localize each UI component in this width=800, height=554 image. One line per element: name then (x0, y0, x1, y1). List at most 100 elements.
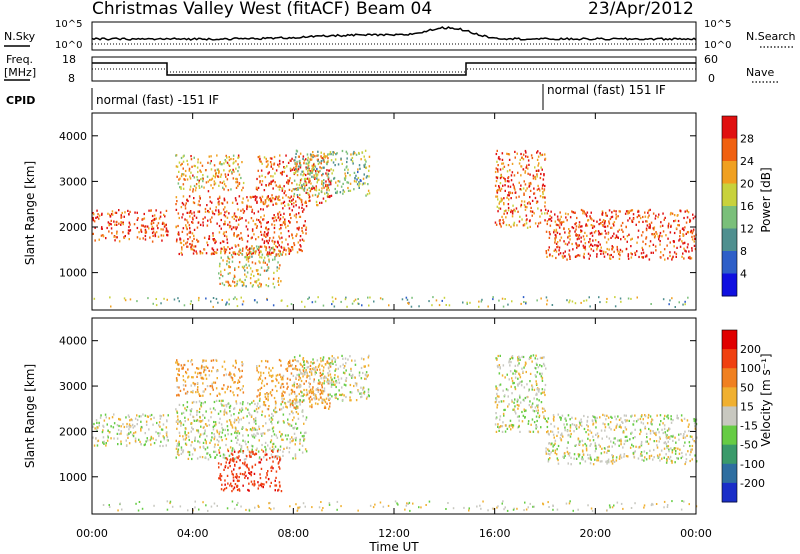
colorbar-tick-label: -15 (740, 420, 758, 433)
velocity-near-range-echoes (102, 500, 698, 512)
nsearch-label: N.Search (746, 30, 796, 43)
x-tick-label: 00:00 (76, 527, 108, 540)
colorbar-swatch (722, 330, 737, 350)
cpid-right-text: normal (fast) 151 IF (547, 83, 666, 97)
colorbar-swatch (722, 138, 737, 162)
colorbar-swatch (722, 228, 737, 252)
x-axis-label: Time UT (368, 540, 419, 554)
velocity-ylabel: Slant Range [km] (23, 364, 37, 468)
x-tick-label: 00:00 (680, 527, 712, 540)
nsky-label: N.Sky (4, 30, 36, 43)
colorbar-tick-label: -50 (740, 439, 758, 452)
colorbar-swatch (722, 273, 737, 297)
colorbar-swatch (722, 406, 737, 427)
velocity-region (92, 413, 169, 448)
y-tick-label: 3000 (59, 175, 87, 188)
freq-strip: Freq. [MHz] 18 8 60 0 Nave (4, 53, 780, 85)
x-tick-label: 20:00 (579, 527, 611, 540)
colorbar-swatch (722, 482, 737, 503)
velocity-region (217, 449, 283, 493)
power-panel-frame (91, 112, 697, 311)
velocity-y-ticks: 1000 2000 3000 4000 (59, 335, 696, 484)
colorbar-tick-label: 28 (740, 133, 754, 146)
velocity-colorbar: 200 100 50 15 -15 -50 -100 -200 (721, 329, 765, 503)
colorbar-tick-label: 8 (740, 245, 747, 258)
velocity-region (293, 354, 370, 402)
cpid-strip: CPID normal (fast) -151 IF normal (fast)… (6, 83, 666, 110)
colorbar-swatch (722, 368, 737, 388)
y-tick-label: 1000 (59, 267, 87, 280)
x-tick-label: 12:00 (378, 527, 410, 540)
colorbar-tick-label: -100 (740, 458, 765, 471)
power-ylabel: Slant Range [km] (23, 161, 37, 265)
y-tick-label: 4000 (59, 335, 87, 348)
power-region (92, 209, 169, 243)
power-data (92, 149, 697, 308)
velocity-region (494, 354, 547, 434)
nsky-strip: N.Sky 10^5 10^0 10^5 10^0 N.Search (4, 19, 796, 51)
colorbar-swatch (722, 251, 737, 274)
velocity-data (92, 354, 698, 512)
nsky-trace (91, 26, 697, 41)
velocity-region (545, 413, 698, 466)
y-tick-label: 4000 (59, 130, 87, 143)
power-y-ticks: 1000 2000 3000 4000 (59, 130, 696, 280)
x-tick-label: 04:00 (177, 527, 209, 540)
freq-trace (92, 62, 696, 76)
date-label: 23/Apr/2012 (588, 0, 694, 19)
colorbar-tick-label: 12 (740, 223, 754, 236)
nave-tick-top: 60 (704, 53, 718, 66)
x-axis: 00:00 04:00 08:00 12:00 16:00 20:00 00:00 (76, 113, 712, 540)
colorbar-tick-label: 50 (740, 381, 754, 394)
y-tick-label: 3000 (59, 380, 87, 393)
velocity-region (175, 399, 308, 461)
velocity-region (256, 358, 332, 411)
y-tick-label: 2000 (59, 221, 87, 234)
nave-label: Nave (746, 66, 774, 79)
nsearch-tick-bottom: 10^0 (704, 40, 731, 51)
power-region (175, 195, 308, 257)
colorbar-swatch (722, 444, 737, 465)
cpid-label: CPID (6, 94, 35, 107)
freq-tick-bottom: 8 (68, 72, 75, 85)
colorbar-swatch (722, 425, 737, 446)
colorbar-tick-label: 100 (740, 362, 761, 375)
colorbar-swatch (722, 463, 737, 484)
colorbar-swatch (722, 349, 737, 369)
freq-label: Freq. (6, 53, 33, 66)
x-tick-label: 16:00 (479, 527, 511, 540)
colorbar-tick-label: 16 (740, 200, 754, 213)
x-tick-label: 08:00 (277, 527, 309, 540)
colorbar-tick-label: 15 (740, 400, 754, 413)
nsky-tick-bottom: 10^0 (55, 40, 82, 51)
colorbar-tick-label: 200 (740, 343, 761, 356)
nsky-tick-top: 10^5 (55, 19, 82, 30)
power-region (494, 149, 547, 229)
y-tick-label: 1000 (59, 471, 87, 484)
nave-tick-bottom: 0 (708, 72, 715, 85)
velocity-colorbar-label: Velocity [m s⁻¹] (759, 353, 773, 446)
colorbar-tick-label: 4 (740, 268, 747, 281)
station-title: Christmas Valley West (fitACF) (92, 0, 350, 19)
velocity-region (175, 358, 245, 397)
y-tick-label: 2000 (59, 425, 87, 438)
colorbar-swatch (722, 161, 737, 184)
nave-trace (92, 68, 696, 73)
colorbar-swatch (722, 206, 737, 229)
power-region (175, 154, 245, 193)
colorbar-swatch (722, 116, 737, 139)
colorbar-tick-label: 20 (740, 178, 754, 191)
nsearch-tick-top: 10^5 (704, 19, 731, 30)
power-colorbar: 4 8 12 16 20 24 28 (721, 115, 754, 297)
beam-label: Beam 04 (356, 0, 432, 19)
power-near-range-echoes (93, 296, 689, 308)
colorbar-tick-label: 24 (740, 155, 754, 168)
colorbar-tick-label: -200 (740, 477, 765, 490)
freq-unit-label: [MHz] (4, 66, 36, 79)
colorbar-swatch (722, 183, 737, 207)
power-region (218, 245, 282, 289)
power-panel: Slant Range [km] 1000 2000 3000 4000 (23, 112, 697, 311)
power-region (545, 208, 697, 261)
velocity-panel: Slant Range [km] 1000 2000 3000 4000 (23, 317, 698, 515)
